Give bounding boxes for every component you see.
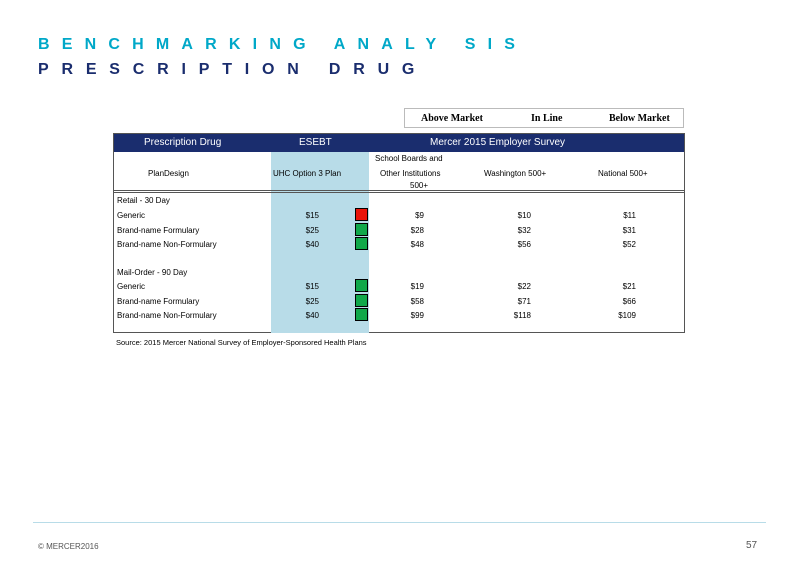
legend: Above Market In Line Below Market xyxy=(404,108,684,128)
header-prescription-drug: Prescription Drug xyxy=(144,137,222,148)
col-national: National 500+ xyxy=(598,169,648,178)
row-label: Brand-name Non-Formulary xyxy=(117,240,217,249)
national-value: $109 xyxy=(618,311,636,320)
page-subtitle: PRESCRIPTION DRUG xyxy=(38,61,428,78)
legend-in-line: In Line xyxy=(531,113,563,124)
national-value: $66 xyxy=(622,297,636,306)
washington-value: $22 xyxy=(517,282,531,291)
washington-value: $118 xyxy=(513,311,531,320)
uhc-value: $25 xyxy=(305,297,319,306)
legend-below-market: Below Market xyxy=(609,113,670,124)
school-value: $58 xyxy=(410,297,424,306)
header-mercer-survey: Mercer 2015 Employer Survey xyxy=(430,137,566,148)
col-uhc-option-3: UHC Option 3 Plan xyxy=(273,169,342,178)
indicator-in-line xyxy=(355,279,368,292)
footer-divider xyxy=(33,522,766,523)
washington-value: $56 xyxy=(517,240,531,249)
school-value: $28 xyxy=(410,226,424,235)
col-school-line2: Other Institutions xyxy=(380,169,441,178)
national-value: $11 xyxy=(623,211,636,220)
legend-above-market: Above Market xyxy=(421,113,483,124)
row-label: Generic xyxy=(117,211,146,220)
row-label: Brand-name Non-Formulary xyxy=(117,311,217,320)
indicator-above-market xyxy=(355,208,368,221)
school-value: $99 xyxy=(410,311,424,320)
col-washington: Washington 500+ xyxy=(484,169,547,178)
page-title: BENCHMARKING ANALY SIS xyxy=(38,36,528,53)
uhc-value: $15 xyxy=(305,282,319,291)
indicator-in-line xyxy=(355,237,368,250)
section-mail-order: Mail-Order - 90 Day xyxy=(117,268,188,277)
national-value: $21 xyxy=(622,282,636,291)
header-divider xyxy=(114,190,684,191)
school-value: $19 xyxy=(410,282,424,291)
row-label: Generic xyxy=(117,282,146,291)
uhc-column-highlight xyxy=(271,152,369,333)
washington-value: $32 xyxy=(517,226,531,235)
copyright: © MERCER2016 xyxy=(38,542,99,551)
section-retail: Retail - 30 Day xyxy=(117,196,170,205)
page-number: 57 xyxy=(746,540,758,551)
uhc-value: $40 xyxy=(305,240,319,249)
col-plan-design: PlanDesign xyxy=(148,169,189,178)
col-school-line3: 500+ xyxy=(410,181,429,190)
row-label: Brand-name Formulary xyxy=(117,297,200,306)
washington-value: $10 xyxy=(517,211,531,220)
washington-value: $71 xyxy=(517,297,531,306)
header-esebt: ESEBT xyxy=(299,137,332,148)
national-value: $31 xyxy=(622,226,636,235)
school-value: $9 xyxy=(415,211,424,220)
col-school-line1: School Boards and xyxy=(375,154,443,163)
national-value: $52 xyxy=(622,240,636,249)
source-note: Source: 2015 Mercer National Survey of E… xyxy=(116,338,367,347)
indicator-in-line xyxy=(355,308,368,321)
uhc-value: $25 xyxy=(305,226,319,235)
indicator-in-line xyxy=(355,223,368,236)
school-value: $48 xyxy=(410,240,424,249)
row-label: Brand-name Formulary xyxy=(117,226,200,235)
table-header-bar: Prescription Drug ESEBT Mercer 2015 Empl… xyxy=(114,134,684,152)
uhc-value: $15 xyxy=(305,211,319,220)
header-divider-2 xyxy=(114,192,684,193)
indicator-in-line xyxy=(355,294,368,307)
uhc-value: $40 xyxy=(305,311,319,320)
benchmark-table: Prescription Drug ESEBT Mercer 2015 Empl… xyxy=(113,133,685,333)
